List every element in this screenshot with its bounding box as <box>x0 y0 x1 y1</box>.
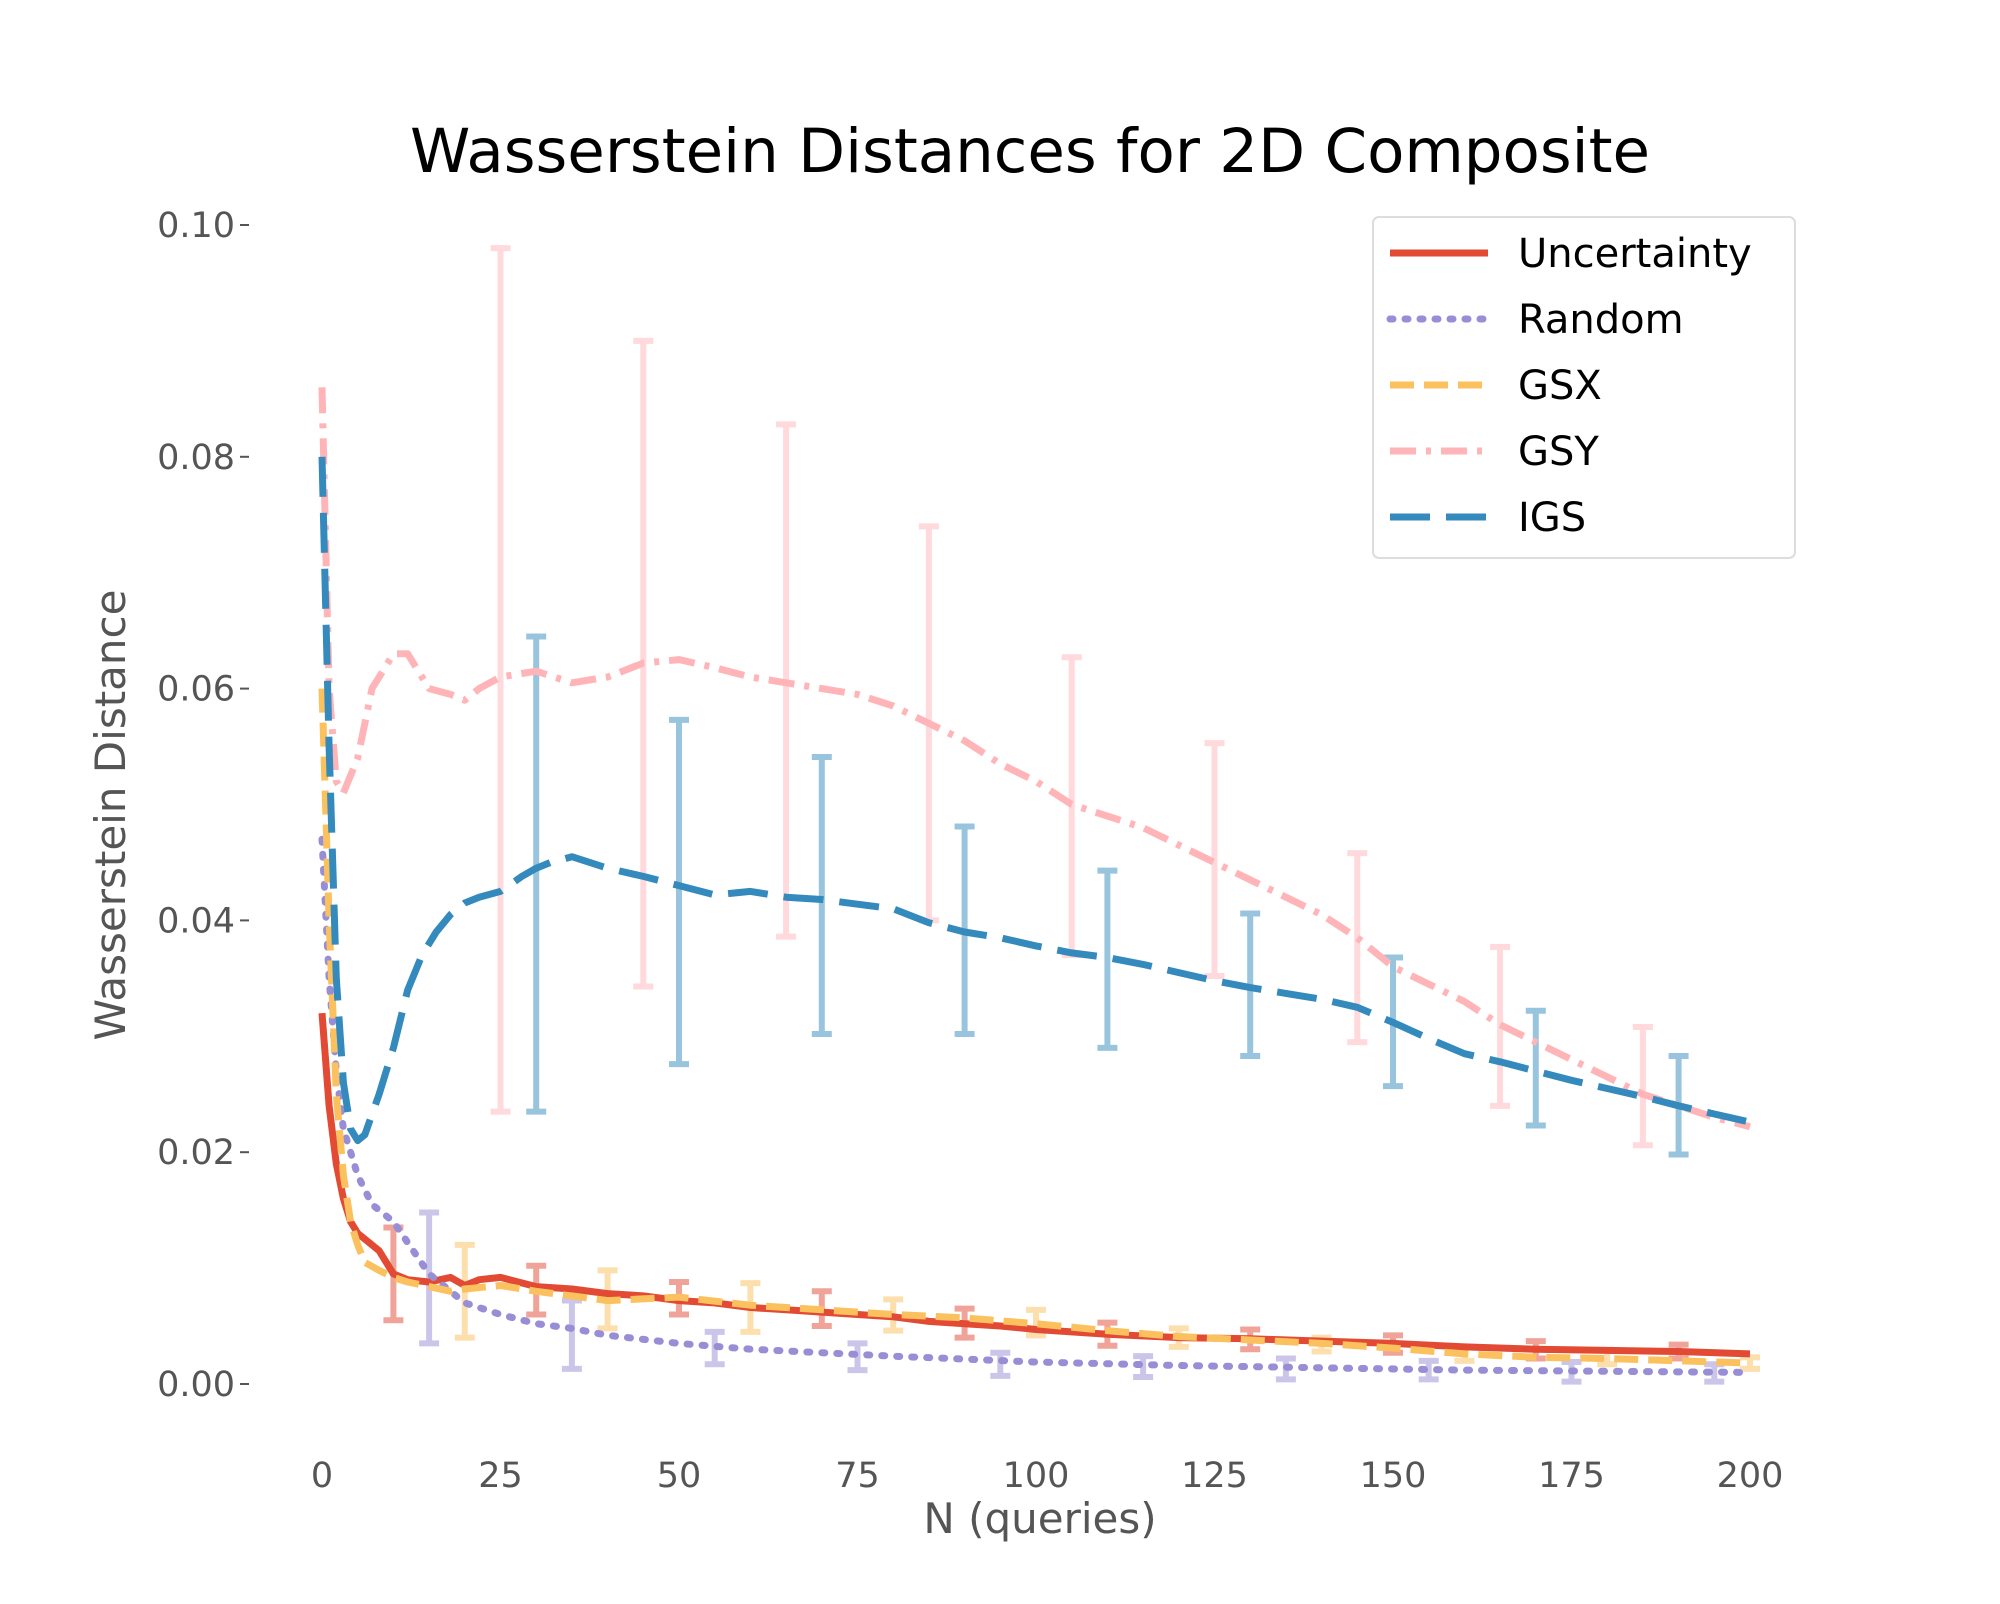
error-bar-igs <box>669 716 689 1068</box>
error-bar-random <box>990 1349 1011 1379</box>
legend-label: IGS <box>1518 495 1586 541</box>
x-axis-label: N (queries) <box>923 1494 1156 1543</box>
error-bar-random <box>1418 1357 1439 1383</box>
error-bar-igs <box>811 753 832 1037</box>
series-line-gsx <box>318 688 1751 1367</box>
legend-label: GSY <box>1518 429 1599 475</box>
legend-label: Random <box>1518 297 1684 343</box>
error-bar-gsy <box>1632 1024 1653 1149</box>
error-bar-gsx <box>1740 1354 1760 1372</box>
error-bar-random <box>847 1340 868 1374</box>
legend-frame <box>1372 216 1796 559</box>
error-bar-igs <box>526 633 547 1115</box>
series-line-random <box>318 835 1754 1376</box>
x-tick-label: 50 <box>657 1456 702 1496</box>
x-tick-label: 200 <box>1717 1456 1784 1496</box>
legend-label: GSX <box>1518 363 1602 409</box>
error-bar-igs <box>1525 1007 1546 1129</box>
x-tick-label: 125 <box>1181 1456 1248 1496</box>
y-tick-label: 0.08 <box>157 438 235 478</box>
y-tick-label: 0.02 <box>157 1133 235 1173</box>
chart-title: Wasserstein Distances for 2D Composite <box>410 116 1650 187</box>
error-bar-random <box>1133 1353 1154 1381</box>
x-tick-label: 75 <box>835 1456 880 1496</box>
legend-label: Uncertainty <box>1518 231 1752 277</box>
x-tick-label: 100 <box>1003 1456 1070 1496</box>
x-tick-label: 25 <box>478 1456 523 1496</box>
y-axis-label: Wasserstein Distance <box>86 590 135 1041</box>
x-tick-label: 0 <box>311 1456 333 1496</box>
y-tick-label: 0.10 <box>157 206 235 246</box>
x-tick-label: 150 <box>1360 1456 1427 1496</box>
axis-ticks: 0 25 50 75 100 125 150 175 200 0.00 0.02 0.04 0.06 0.… <box>157 206 1783 1496</box>
x-tick-label: 175 <box>1538 1456 1605 1496</box>
series-line-igs <box>318 456 1751 1145</box>
y-tick-label: 0.06 <box>157 670 235 710</box>
legend: Uncertainty Random GSX GSY IGS <box>1372 216 1796 559</box>
series-line-gsy <box>318 387 1751 1131</box>
error-bar-random <box>561 1297 582 1372</box>
y-tick-label: 0.04 <box>157 901 235 941</box>
error-bar-gsy <box>1061 654 1082 959</box>
y-tick-label: 0.00 <box>157 1365 235 1405</box>
series-lines <box>318 387 1754 1376</box>
error-bar-gsy <box>490 245 511 1115</box>
error-bar-igs <box>1097 867 1118 1051</box>
